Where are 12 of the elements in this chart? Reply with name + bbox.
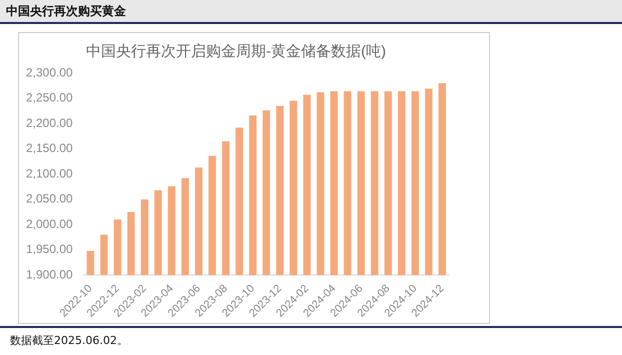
y-tick-label: 2,250.00 (26, 90, 74, 105)
y-tick-label: 2,000.00 (26, 216, 74, 231)
y-tick-label: 2,050.00 (26, 192, 74, 206)
chart-title: 中国央行再次购买黄金 (0, 0, 622, 24)
y-tick-label: 1,900.00 (26, 267, 74, 282)
text: 数据截至2025.06.02。 (10, 334, 128, 347)
y-tick-label: 2,150.00 (26, 141, 74, 156)
y-tick-label: 2,200.00 (26, 116, 74, 130)
y-tick-label: 1,950.00 (26, 242, 74, 256)
chart-subtitle: 中国央行再次开启购金周期-黄金储备数据(吨) (86, 43, 386, 60)
y-tick-label: 2,100.00 (26, 166, 74, 180)
y-tick-label: 2,300.00 (26, 65, 74, 80)
